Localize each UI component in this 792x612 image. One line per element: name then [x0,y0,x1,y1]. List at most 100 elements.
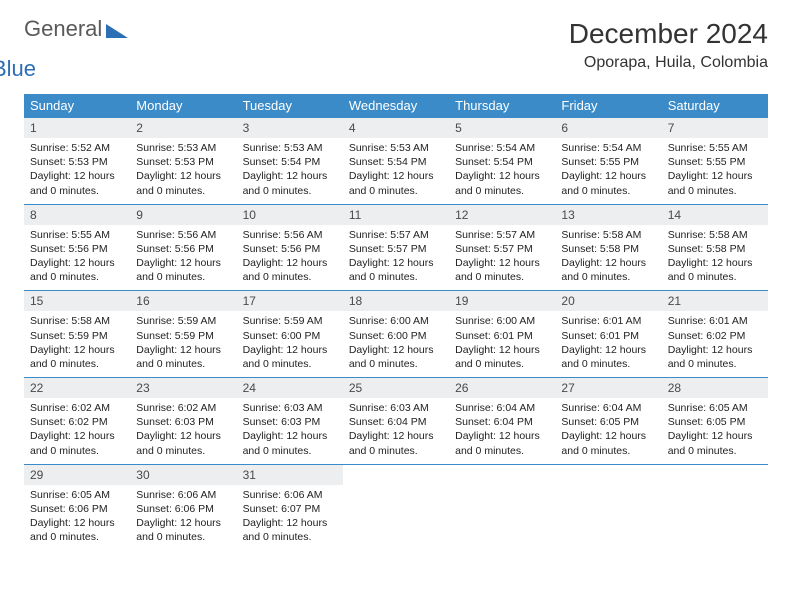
daylight-line-1: Daylight: 12 hours [243,516,337,530]
day-number: 8 [24,205,130,225]
sunrise-line: Sunrise: 5:55 AM [668,141,762,155]
day-body: Sunrise: 5:52 AMSunset: 5:53 PMDaylight:… [24,138,130,204]
daylight-line-1: Daylight: 12 hours [30,516,124,530]
daylight-line-1: Daylight: 12 hours [243,256,337,270]
daylight-line-2: and 0 minutes. [455,357,549,371]
dow-cell: Friday [555,94,661,118]
daylight-line-2: and 0 minutes. [349,444,443,458]
day-body: Sunrise: 6:02 AMSunset: 6:02 PMDaylight:… [24,398,130,464]
sunset-line: Sunset: 6:06 PM [30,502,124,516]
day-number: 11 [343,205,449,225]
day-number: 30 [130,465,236,485]
calendar-table: SundayMondayTuesdayWednesdayThursdayFrid… [24,94,768,550]
sunrise-line: Sunrise: 5:57 AM [455,228,549,242]
sunrise-line: Sunrise: 6:01 AM [668,314,762,328]
day-cell: 3Sunrise: 5:53 AMSunset: 5:54 PMDaylight… [237,118,343,205]
week-row: 15Sunrise: 5:58 AMSunset: 5:59 PMDayligh… [24,291,768,378]
day-body: Sunrise: 6:01 AMSunset: 6:01 PMDaylight:… [555,311,661,377]
calendar-page: General Blue December 2024 Oporapa, Huil… [0,0,792,568]
day-body: Sunrise: 5:58 AMSunset: 5:59 PMDaylight:… [24,311,130,377]
dow-row: SundayMondayTuesdayWednesdayThursdayFrid… [24,94,768,118]
day-cell: 1Sunrise: 5:52 AMSunset: 5:53 PMDaylight… [24,118,130,205]
day-cell [449,464,555,550]
day-cell [555,464,661,550]
daylight-line-2: and 0 minutes. [561,357,655,371]
sunset-line: Sunset: 6:07 PM [243,502,337,516]
day-cell: 5Sunrise: 5:54 AMSunset: 5:54 PMDaylight… [449,118,555,205]
day-cell: 17Sunrise: 5:59 AMSunset: 6:00 PMDayligh… [237,291,343,378]
daylight-line-1: Daylight: 12 hours [30,169,124,183]
dow-cell: Tuesday [237,94,343,118]
day-cell: 28Sunrise: 6:05 AMSunset: 6:05 PMDayligh… [662,378,768,465]
sunset-line: Sunset: 5:57 PM [349,242,443,256]
daylight-line-1: Daylight: 12 hours [30,429,124,443]
day-number: 12 [449,205,555,225]
sunrise-line: Sunrise: 6:06 AM [243,488,337,502]
day-number: 28 [662,378,768,398]
daylight-line-1: Daylight: 12 hours [243,343,337,357]
day-number: 3 [237,118,343,138]
daylight-line-2: and 0 minutes. [136,184,230,198]
day-cell: 15Sunrise: 5:58 AMSunset: 5:59 PMDayligh… [24,291,130,378]
sunrise-line: Sunrise: 5:52 AM [30,141,124,155]
dow-cell: Wednesday [343,94,449,118]
sunrise-line: Sunrise: 5:56 AM [243,228,337,242]
day-number: 4 [343,118,449,138]
day-number: 1 [24,118,130,138]
day-number: 24 [237,378,343,398]
brand-logo: General Blue [24,18,128,80]
day-cell: 11Sunrise: 5:57 AMSunset: 5:57 PMDayligh… [343,204,449,291]
day-cell: 13Sunrise: 5:58 AMSunset: 5:58 PMDayligh… [555,204,661,291]
sunrise-line: Sunrise: 6:06 AM [136,488,230,502]
sunrise-line: Sunrise: 5:56 AM [136,228,230,242]
daylight-line-2: and 0 minutes. [30,530,124,544]
sunrise-line: Sunrise: 5:54 AM [455,141,549,155]
sunset-line: Sunset: 6:05 PM [668,415,762,429]
sunset-line: Sunset: 5:57 PM [455,242,549,256]
sunrise-line: Sunrise: 6:03 AM [349,401,443,415]
day-body: Sunrise: 5:57 AMSunset: 5:57 PMDaylight:… [449,225,555,291]
day-number: 25 [343,378,449,398]
sunrise-line: Sunrise: 6:04 AM [561,401,655,415]
sunset-line: Sunset: 6:00 PM [349,329,443,343]
daylight-line-2: and 0 minutes. [30,357,124,371]
daylight-line-1: Daylight: 12 hours [349,343,443,357]
daylight-line-2: and 0 minutes. [30,270,124,284]
sunset-line: Sunset: 6:06 PM [136,502,230,516]
day-number: 31 [237,465,343,485]
day-number: 29 [24,465,130,485]
sunrise-line: Sunrise: 6:05 AM [668,401,762,415]
day-cell: 7Sunrise: 5:55 AMSunset: 5:55 PMDaylight… [662,118,768,205]
day-cell: 24Sunrise: 6:03 AMSunset: 6:03 PMDayligh… [237,378,343,465]
sunset-line: Sunset: 5:56 PM [136,242,230,256]
day-cell: 4Sunrise: 5:53 AMSunset: 5:54 PMDaylight… [343,118,449,205]
daylight-line-1: Daylight: 12 hours [455,256,549,270]
sunset-line: Sunset: 5:58 PM [668,242,762,256]
day-cell [662,464,768,550]
day-cell: 2Sunrise: 5:53 AMSunset: 5:53 PMDaylight… [130,118,236,205]
day-body: Sunrise: 6:02 AMSunset: 6:03 PMDaylight:… [130,398,236,464]
sunrise-line: Sunrise: 5:54 AM [561,141,655,155]
daylight-line-2: and 0 minutes. [561,270,655,284]
day-body: Sunrise: 5:53 AMSunset: 5:54 PMDaylight:… [237,138,343,204]
day-cell [343,464,449,550]
daylight-line-2: and 0 minutes. [668,184,762,198]
daylight-line-1: Daylight: 12 hours [30,256,124,270]
day-cell: 19Sunrise: 6:00 AMSunset: 6:01 PMDayligh… [449,291,555,378]
daylight-line-1: Daylight: 12 hours [136,169,230,183]
day-body: Sunrise: 5:57 AMSunset: 5:57 PMDaylight:… [343,225,449,291]
title-block: December 2024 Oporapa, Huila, Colombia [569,18,768,72]
sunrise-line: Sunrise: 5:58 AM [668,228,762,242]
daylight-line-1: Daylight: 12 hours [455,169,549,183]
day-cell: 26Sunrise: 6:04 AMSunset: 6:04 PMDayligh… [449,378,555,465]
week-row: 1Sunrise: 5:52 AMSunset: 5:53 PMDaylight… [24,118,768,205]
week-row: 22Sunrise: 6:02 AMSunset: 6:02 PMDayligh… [24,378,768,465]
day-body: Sunrise: 5:59 AMSunset: 6:00 PMDaylight:… [237,311,343,377]
day-body: Sunrise: 6:00 AMSunset: 6:00 PMDaylight:… [343,311,449,377]
day-body: Sunrise: 6:06 AMSunset: 6:06 PMDaylight:… [130,485,236,551]
sunset-line: Sunset: 6:01 PM [561,329,655,343]
daylight-line-2: and 0 minutes. [455,444,549,458]
sunrise-line: Sunrise: 5:59 AM [136,314,230,328]
day-number: 7 [662,118,768,138]
sunset-line: Sunset: 5:54 PM [349,155,443,169]
